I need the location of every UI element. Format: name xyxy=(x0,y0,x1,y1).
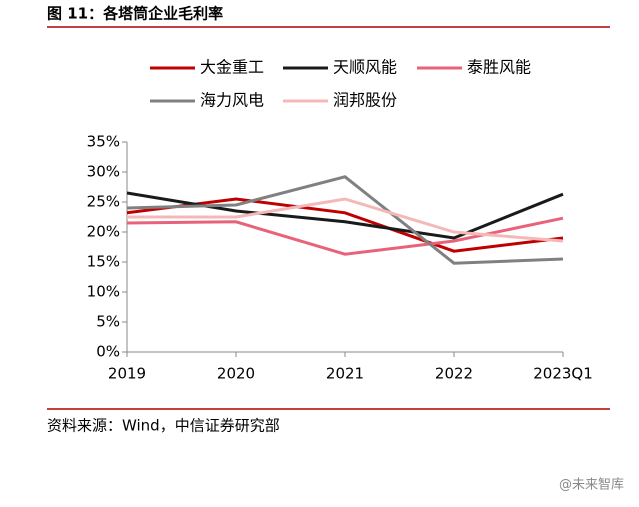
legend-label: 润邦股份 xyxy=(333,91,397,110)
watermark: @未来智库 xyxy=(559,477,624,493)
x-tick-label: 2022 xyxy=(435,365,473,383)
series-line xyxy=(126,216,564,256)
legend-label: 天顺风能 xyxy=(333,58,397,77)
legend-label: 大金重工 xyxy=(200,58,264,77)
x-tick-label: 2019 xyxy=(108,365,146,383)
x-tick-label: 2020 xyxy=(217,365,255,383)
source: 资料来源：Wind，中信证券研究部 xyxy=(47,417,280,435)
y-tick-label: 0% xyxy=(96,343,120,361)
y-tick-label: 15% xyxy=(87,253,120,271)
y-tick-label: 25% xyxy=(87,193,120,211)
y-tick-label: 10% xyxy=(87,283,120,301)
y-tick-label: 5% xyxy=(96,313,120,331)
y-tick-label: 20% xyxy=(87,223,120,241)
legend-label: 海力风电 xyxy=(200,91,264,110)
y-tick-label: 30% xyxy=(87,163,120,181)
legend-label: 泰胜风能 xyxy=(467,58,531,77)
x-tick-label: 2021 xyxy=(326,365,364,383)
series-line xyxy=(127,197,564,243)
y-tick-label: 35% xyxy=(87,133,120,151)
chart-title: 图 11：各塔筒企业毛利率 xyxy=(47,5,223,23)
x-tick-label: 2023Q1 xyxy=(533,365,593,383)
series-line xyxy=(126,175,564,265)
